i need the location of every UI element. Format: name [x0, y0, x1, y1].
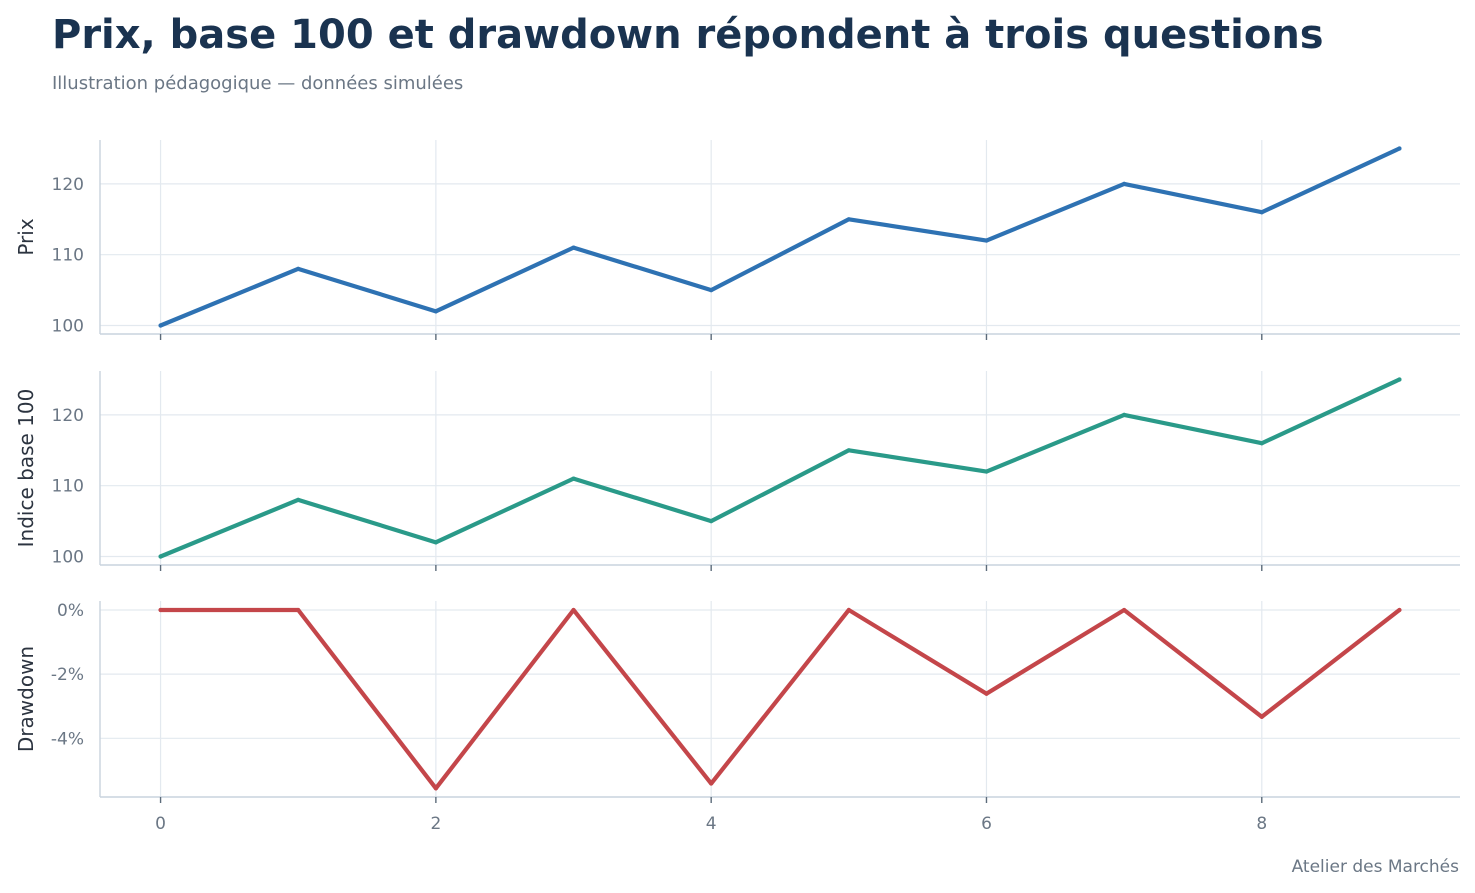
xtick-label-4: 8	[1256, 814, 1267, 834]
ytick-label-prix-0: 100	[52, 317, 84, 337]
source-credit: Atelier des Marchés	[1291, 857, 1459, 877]
ytick-label-drawdown-1: -2%	[51, 665, 84, 685]
chart-title: Prix, base 100 et drawdown répondent à t…	[52, 12, 1324, 58]
chart-subtitle: Illustration pédagogique — données simul…	[52, 73, 464, 94]
data-point-prix-3	[571, 245, 576, 250]
data-point-prix-4	[709, 288, 714, 293]
ytick-label-base100-0: 100	[52, 548, 84, 568]
ytick-label-drawdown-2: -4%	[51, 729, 84, 749]
data-point-base100-0	[158, 554, 163, 559]
data-point-base100-8	[1259, 441, 1264, 446]
xtick-label-2: 4	[706, 814, 717, 834]
data-point-drawdown-9	[1397, 607, 1402, 613]
data-point-prix-6	[984, 238, 989, 243]
data-point-drawdown-2	[433, 786, 438, 791]
y-axis-label-prix: Prix	[14, 218, 38, 255]
series-line-drawdown	[158, 607, 1402, 791]
data-point-prix-1	[296, 266, 301, 271]
data-point-prix-0	[158, 323, 163, 328]
ytick-label-drawdown-0: 0%	[57, 601, 84, 621]
data-point-prix-5	[846, 217, 851, 222]
data-point-drawdown-0	[158, 607, 163, 613]
data-point-base100-5	[846, 448, 851, 453]
y-axis-label-base100: Indice base 100	[14, 389, 38, 548]
data-point-drawdown-6	[984, 691, 989, 696]
series-line-prix	[158, 146, 1402, 328]
xtick-label-1: 2	[430, 814, 441, 834]
data-point-drawdown-5	[846, 607, 851, 613]
data-point-base100-3	[571, 476, 576, 481]
data-point-base100-9	[1397, 377, 1402, 382]
data-point-drawdown-3	[571, 607, 576, 613]
data-point-drawdown-7	[1122, 607, 1127, 613]
data-point-base100-1	[296, 497, 301, 502]
data-point-prix-8	[1259, 210, 1264, 215]
data-point-drawdown-1	[296, 607, 301, 613]
data-point-drawdown-8	[1259, 714, 1264, 719]
xtick-label-0: 0	[155, 814, 166, 834]
data-point-prix-9	[1397, 146, 1402, 151]
data-point-base100-7	[1122, 412, 1127, 417]
data-point-base100-6	[984, 469, 989, 474]
data-point-base100-4	[709, 519, 714, 524]
data-point-base100-2	[433, 540, 438, 545]
ytick-label-base100-2: 120	[52, 406, 84, 426]
y-axis-label-drawdown: Drawdown	[14, 646, 38, 752]
data-point-drawdown-4	[709, 781, 714, 786]
ytick-label-prix-2: 120	[52, 175, 84, 195]
series-line-base100	[158, 377, 1402, 559]
ytick-label-base100-1: 110	[52, 477, 84, 497]
data-point-prix-7	[1122, 181, 1127, 186]
xtick-label-3: 6	[981, 814, 992, 834]
ytick-label-prix-1: 110	[52, 246, 84, 266]
data-point-prix-2	[433, 309, 438, 314]
